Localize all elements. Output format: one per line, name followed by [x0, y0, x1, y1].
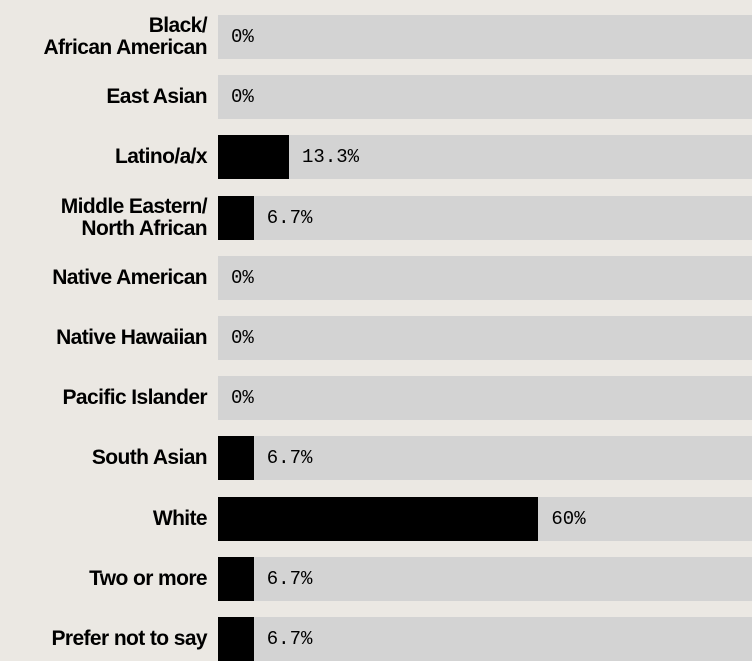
category-label-text: Middle Eastern/North African: [60, 194, 208, 240]
bar-track: [218, 617, 752, 661]
bar: [218, 617, 254, 661]
category-label: Two or more: [0, 557, 207, 601]
bar-track: [218, 556, 752, 601]
bar: [218, 496, 539, 541]
bar-track: [218, 376, 752, 421]
bar-track: [218, 195, 752, 240]
data-label: 0%: [231, 26, 254, 48]
data-label: 0%: [231, 327, 254, 349]
category-label: Native Hawaiian: [0, 316, 208, 360]
category-label-text: Native American: [52, 265, 207, 289]
category-label: Middle Eastern/North African: [0, 194, 208, 240]
category-label-text: Pacific Islander: [62, 386, 208, 410]
category-label-text: South Asian: [91, 446, 208, 470]
category-label: Prefer not to say: [0, 617, 207, 661]
category-label-text: Prefer not to say: [51, 627, 207, 650]
category-label: East Asian: [0, 75, 207, 119]
data-label: 6.7%: [266, 447, 313, 470]
data-label: 13.3%: [302, 146, 360, 169]
data-label: 6.7%: [266, 628, 313, 650]
bar-track: [218, 436, 752, 481]
bar-track: [218, 316, 752, 360]
category-label-text: Two or more: [89, 566, 207, 590]
category-label: Pacific Islander: [0, 376, 208, 420]
category-label: Native American: [0, 256, 207, 300]
category-label-text: White: [152, 506, 208, 530]
category-label-text: Native Hawaiian: [56, 326, 208, 349]
category-label: Black/African American: [0, 15, 207, 59]
category-label-text: Black/African American: [43, 14, 207, 59]
category-label-text: Latino/a/x: [114, 145, 208, 169]
data-label: 0%: [231, 266, 254, 289]
bar-track: [218, 15, 752, 59]
bar: [218, 135, 290, 180]
bar: [218, 195, 254, 240]
bar: [218, 436, 254, 481]
data-label: 6.7%: [266, 567, 313, 590]
category-label-text: East Asian: [106, 85, 207, 109]
bar-track: [218, 255, 752, 300]
category-label: Latino/a/x: [0, 135, 208, 179]
data-label: 0%: [231, 387, 254, 410]
category-label: South Asian: [0, 436, 208, 480]
category-label: White: [0, 497, 208, 541]
data-label: 60%: [551, 507, 586, 530]
bar: [218, 556, 254, 601]
data-label: 0%: [231, 86, 254, 109]
bar-track: [218, 75, 752, 120]
data-label: 6.7%: [266, 206, 313, 229]
bar-track: [218, 135, 752, 180]
